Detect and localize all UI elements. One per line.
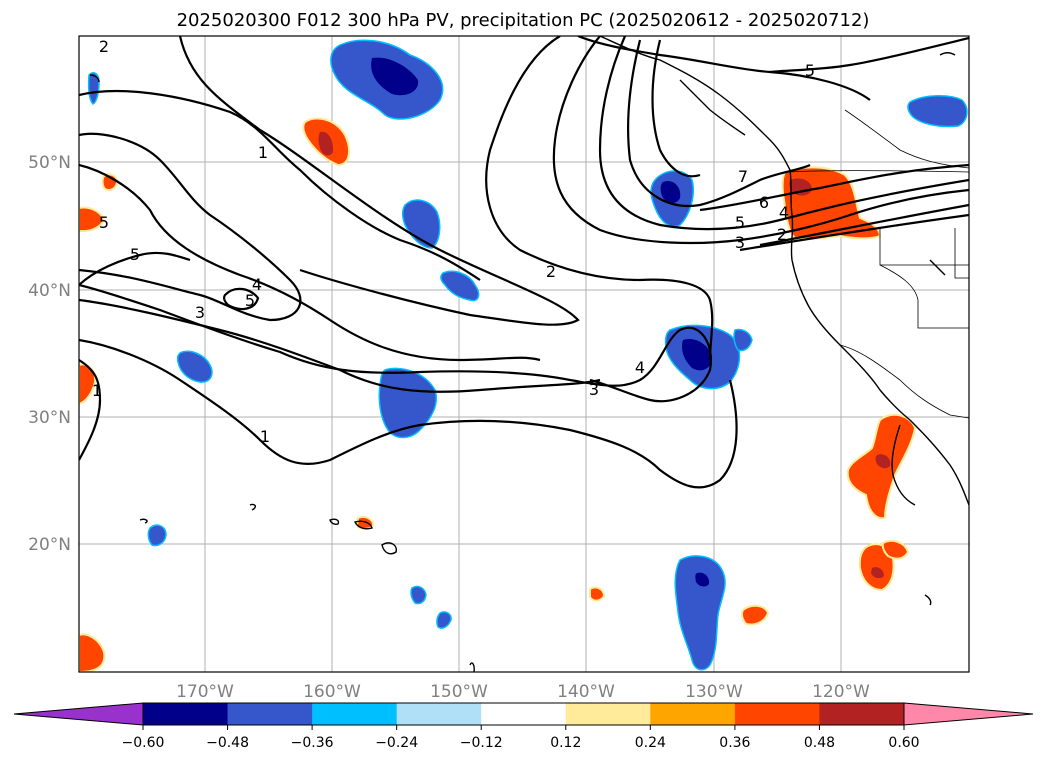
lon-label: 150°W: [430, 682, 488, 702]
colorbar-segment: [396, 703, 482, 725]
positive-anomaly-areas: [79, 117, 917, 672]
blob-gulf-alaska-core: [371, 57, 419, 96]
contour-label: 7: [738, 167, 748, 186]
blob-small-9: [881, 539, 910, 560]
colorbar-frame: [142, 702, 905, 726]
contour-label: 4: [252, 275, 262, 294]
map-background: [79, 36, 969, 672]
contour-label: 3: [589, 380, 599, 399]
blob-east-low-core: [682, 338, 713, 371]
lon-label: 170°W: [176, 682, 234, 702]
lon-label: 140°W: [557, 682, 615, 702]
colorbar-segment: [312, 703, 398, 725]
lon-label: 130°W: [685, 682, 743, 702]
blob-baja-core: [875, 454, 891, 469]
blob-south-mexico-core: [871, 567, 884, 579]
lon-label: 160°W: [303, 682, 361, 702]
contour-label: 6: [759, 193, 769, 212]
colorbar-segment: [227, 703, 313, 725]
contour-label: 1: [260, 427, 270, 446]
blob-north-central-core: [318, 131, 334, 156]
political-borders: [789, 109, 969, 419]
colorbar-tick-label: 0.12: [550, 735, 581, 751]
blob-west-mid: [176, 350, 213, 383]
contour-label: 2: [99, 37, 109, 56]
contour-label: 2: [777, 225, 787, 244]
lat-label: 20°N: [28, 535, 71, 555]
colorbar-tick-label: −0.24: [375, 735, 418, 751]
lon-label: 120°W: [812, 682, 870, 702]
contour-label: 5: [735, 213, 745, 232]
blob-northeast: [907, 95, 968, 128]
blob-small-6: [741, 604, 770, 626]
blob-small-7: [589, 586, 606, 602]
blob-small-1: [147, 524, 167, 547]
colorbar-tick-label: −0.48: [206, 735, 249, 751]
colorbar-segment: [734, 703, 820, 725]
colorbar-tick-label: 0.48: [804, 735, 835, 751]
colorbar-segment: [819, 703, 905, 725]
blob-central-small: [440, 270, 480, 302]
colorbar-segment: [143, 703, 229, 725]
blob-far-west-3: [79, 633, 106, 672]
colorbar-tick-label: 0.60: [888, 735, 919, 751]
colorbar-tick-label: −0.36: [291, 735, 334, 751]
lat-label: 50°N: [28, 153, 71, 173]
blob-small-2: [410, 585, 427, 605]
map-panel: 2 5 1 5 4 5 3 1 2 7 6 5 4 3 2 3 4 1 5: [78, 35, 970, 673]
blob-south-east-core: [695, 572, 710, 587]
blob-central-north: [402, 199, 441, 249]
negative-anomaly-areas: [87, 39, 968, 671]
colorbar-over-arrow: [903, 702, 1034, 726]
contour-label: 5: [130, 245, 140, 264]
map-title: 2025020300 F012 300 hPa PV, precipitatio…: [177, 10, 870, 31]
longitude-labels: 170°W 160°W 150°W 140°W 130°W 120°W: [176, 682, 870, 702]
contour-label: 5: [245, 291, 255, 310]
colorbar-segments: [143, 703, 905, 725]
colorbar-under-arrow: [13, 702, 144, 726]
contour-label: 3: [735, 233, 745, 252]
colorbar-tick-label: 0.24: [635, 735, 666, 751]
colorbar-tick-label: 0.36: [719, 735, 750, 751]
colorbar-segment: [650, 703, 736, 725]
contour-labels: 2 5 1 5 4 5 3 1 2 7 6 5 4 3 2 3 4 1 5: [92, 37, 815, 446]
colorbar-tick-label: −0.12: [460, 735, 503, 751]
blob-far-west-1: [79, 206, 106, 233]
blob-south-east: [674, 555, 726, 671]
blob-pnw-north-core: [660, 180, 681, 204]
blob-central-south: [378, 367, 437, 439]
contour-label: 2: [546, 262, 556, 281]
contour-label: 1: [258, 143, 268, 162]
colorbar: −0.60 −0.48 −0.36 −0.24 −0.12 0.12 0.24 0.36 0.4…: [13, 702, 1034, 751]
latitude-labels: 50°N 40°N 30°N 20°N: [28, 153, 71, 555]
map-frame: [78, 35, 970, 673]
contour-label: 4: [635, 358, 645, 377]
lat-label: 30°N: [28, 408, 71, 428]
contour-label: 5: [805, 61, 815, 80]
coastlines: [89, 36, 969, 672]
blob-small-3: [436, 611, 452, 629]
lat-label: 40°N: [28, 281, 71, 301]
contour-label: 3: [195, 303, 205, 322]
contour-label: 4: [779, 203, 789, 222]
colorbar-segment: [481, 703, 567, 725]
colorbar-ticks: −0.60 −0.48 −0.36 −0.24 −0.12 0.12 0.24 0.36 0.4…: [122, 725, 920, 751]
contour-label: 5: [99, 213, 109, 232]
pv-contours: [79, 36, 969, 489]
contour-label: 1: [92, 381, 102, 400]
blob-small-4: [733, 328, 753, 352]
colorbar-tick-label: −0.60: [122, 735, 165, 751]
colorbar-segment: [565, 703, 651, 725]
